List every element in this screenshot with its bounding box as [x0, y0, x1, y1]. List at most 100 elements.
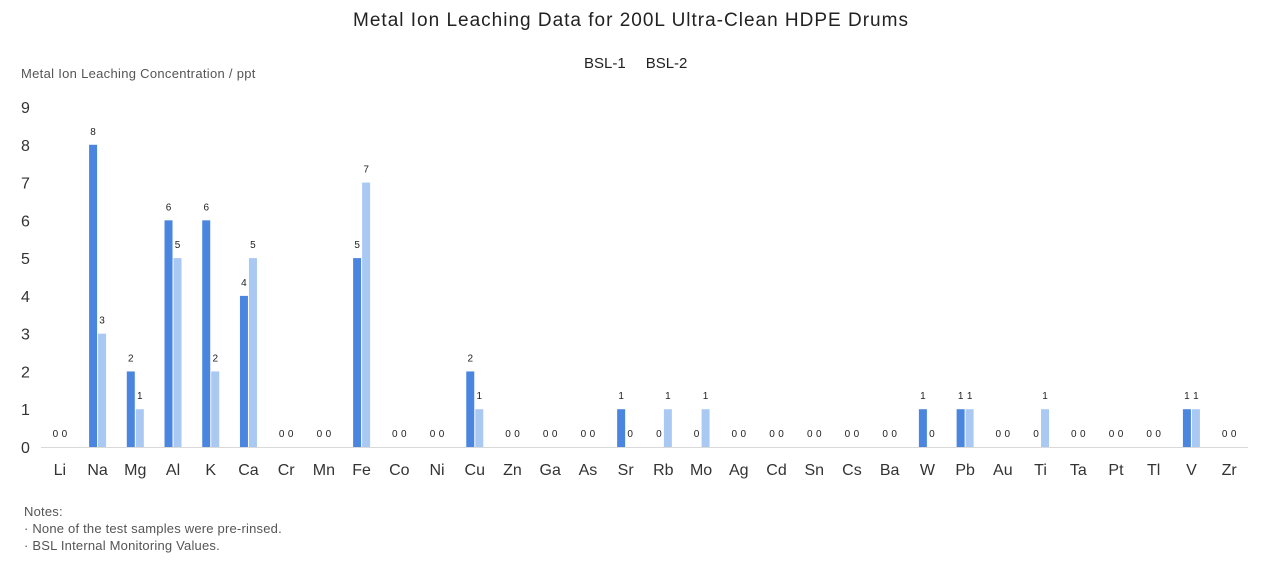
data-label-bsl-2: 0 [439, 429, 445, 440]
notes: Notes: · None of the test samples were p… [24, 503, 282, 554]
data-label-bsl-1: 5 [354, 240, 360, 251]
note-item: · BSL Internal Monitoring Values. [24, 538, 220, 553]
data-label-bsl-2: 0 [552, 429, 558, 440]
x-tick-label: Rb [653, 462, 674, 479]
data-label-bsl-1: 1 [958, 391, 964, 402]
x-tick-label: Cr [278, 462, 296, 479]
data-label-bsl-1: 0 [656, 429, 662, 440]
bar-bsl-1 [239, 295, 248, 447]
data-label-bsl-2: 1 [476, 391, 482, 402]
data-label-bsl-2: 7 [363, 165, 369, 176]
data-label-bsl-1: 0 [1109, 429, 1115, 440]
note-item: · None of the test samples were pre-rins… [24, 521, 282, 536]
bar-bsl-2 [663, 409, 672, 447]
data-label-bsl-1: 0 [53, 429, 59, 440]
data-label-bsl-2: 0 [514, 429, 520, 440]
x-tick-label: Au [993, 462, 1013, 479]
y-tick-label: 7 [21, 176, 30, 193]
data-label-bsl-1: 4 [241, 278, 247, 289]
data-label-bsl-2: 0 [816, 429, 822, 440]
data-label-bsl-1: 0 [882, 429, 888, 440]
legend: BSL-1 BSL-2 [584, 55, 687, 72]
x-tick-label: Ta [1070, 462, 1087, 479]
x-tick-label: Zn [503, 462, 522, 479]
bar-bsl-1 [956, 409, 965, 447]
x-tick-label: Tl [1147, 462, 1160, 479]
data-label-bsl-2: 0 [401, 429, 407, 440]
data-label-bsl-1: 0 [1222, 429, 1228, 440]
bar-bsl-2 [98, 333, 107, 447]
data-label-bsl-2: 0 [1118, 429, 1124, 440]
x-tick-label: Ni [429, 462, 444, 479]
data-label-bsl-1: 0 [581, 429, 587, 440]
legend-item-bsl-1: BSL-1 [584, 55, 626, 72]
data-label-bsl-2: 0 [778, 429, 784, 440]
data-label-bsl-2: 0 [1005, 429, 1011, 440]
x-tick-label: Li [54, 462, 66, 479]
bar-bsl-2 [362, 182, 371, 448]
y-tick-label: 3 [21, 327, 30, 344]
data-label-bsl-2: 0 [590, 429, 596, 440]
data-label-bsl-2: 0 [741, 429, 747, 440]
data-label-bsl-1: 0 [1033, 429, 1039, 440]
data-label-bsl-2: 5 [175, 240, 181, 251]
x-tick-label: Cs [842, 462, 862, 479]
data-label-bsl-1: 0 [996, 429, 1002, 440]
bar-bsl-2 [1041, 409, 1050, 447]
x-tick-label: Pb [955, 462, 975, 479]
data-label-bsl-1: 0 [392, 429, 398, 440]
bar-bsl-2 [701, 409, 710, 447]
data-label-bsl-1: 1 [618, 391, 624, 402]
data-label-bsl-2: 0 [288, 429, 294, 440]
x-tick-label: Mn [313, 462, 335, 479]
x-tick-label: Cd [766, 462, 786, 479]
x-tick-label: Cu [465, 462, 485, 479]
data-label-bsl-1: 0 [430, 429, 436, 440]
x-tick-label: Sr [618, 462, 635, 479]
data-label-bsl-1: 0 [1146, 429, 1152, 440]
data-label-bsl-1: 0 [845, 429, 851, 440]
bar-bsl-2 [173, 258, 182, 447]
legend-item-bsl-2: BSL-2 [645, 55, 688, 72]
data-label-bsl-2: 1 [665, 391, 671, 402]
bar-bsl-2 [211, 371, 220, 447]
x-tick-label: Mo [690, 462, 712, 479]
y-tick-label: 2 [21, 364, 30, 381]
data-label-bsl-2: 0 [1231, 429, 1237, 440]
x-tick-label: W [920, 462, 936, 479]
bar-bsl-1 [164, 220, 173, 447]
data-label-bsl-1: 2 [467, 353, 473, 364]
data-label-bsl-2: 0 [1155, 429, 1161, 440]
x-tick-label: Ca [238, 462, 259, 479]
data-label-bsl-2: 1 [1042, 391, 1048, 402]
bar-bsl-1 [617, 409, 626, 447]
x-tick-label: As [579, 462, 598, 479]
x-tick-label: Zr [1222, 462, 1238, 479]
data-label-bsl-2: 0 [891, 429, 897, 440]
data-label-bsl-1: 0 [769, 429, 775, 440]
bar-bsl-2 [135, 409, 144, 447]
data-label-bsl-2: 0 [627, 429, 633, 440]
x-tick-label: Ag [729, 462, 749, 479]
data-label-bsl-2: 1 [967, 391, 973, 402]
data-label-bsl-1: 0 [1071, 429, 1077, 440]
y-tick-label: 5 [21, 251, 30, 268]
data-label-bsl-1: 0 [317, 429, 323, 440]
y-tick-label: 4 [21, 289, 30, 306]
chart-title: Metal Ion Leaching Data for 200L Ultra-C… [353, 10, 909, 31]
data-label-bsl-2: 0 [62, 429, 68, 440]
data-label-bsl-1: 0 [732, 429, 738, 440]
data-label-bsl-1: 0 [543, 429, 549, 440]
data-label-bsl-1: 6 [166, 202, 172, 213]
data-label-bsl-2: 0 [929, 429, 935, 440]
data-label-bsl-1: 0 [279, 429, 285, 440]
bar-bsl-2 [1191, 409, 1200, 447]
y-tick-label: 9 [21, 100, 30, 117]
data-label-bsl-2: 2 [212, 353, 218, 364]
data-label-bsl-2: 1 [703, 391, 709, 402]
bar-bsl-1 [202, 220, 211, 447]
x-tick-label: Al [166, 462, 180, 479]
data-label-bsl-2: 1 [1193, 391, 1199, 402]
x-tick-label: Mg [124, 462, 146, 479]
